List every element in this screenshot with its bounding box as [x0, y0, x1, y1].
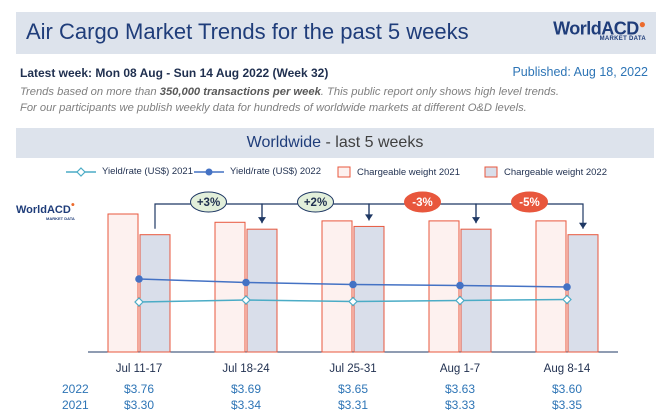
bar-weight-2021	[321, 220, 353, 353]
bar-weight-2022	[460, 228, 492, 353]
yield-2021-point	[455, 295, 465, 306]
bar-weight-2022	[139, 234, 171, 353]
change-badge	[297, 191, 334, 213]
yield-2021-value: $3.31	[337, 398, 369, 412]
section-subtitle: - last 5 weeks	[321, 134, 424, 151]
legend-weight-2021: Chargeable weight 2021	[337, 166, 460, 178]
description-line2: For our participants we publish weekly d…	[20, 102, 527, 114]
bar-weight-2021	[214, 221, 246, 353]
yield-2022-point	[349, 280, 357, 289]
yield-2021-point	[562, 294, 572, 305]
bar-weight-2022	[246, 228, 278, 353]
latest-week: Latest week: Mon 08 Aug - Sun 14 Aug 202…	[20, 66, 329, 80]
yield-2022-value: $3.76	[123, 382, 155, 396]
yield-2022-point	[456, 281, 464, 290]
legend-yield-2021: Yield/rate (US$) 2021	[66, 166, 193, 177]
bar-weight-2022	[353, 225, 385, 353]
legend-yield-2021-label: Yield/rate (US$) 2021	[102, 166, 194, 177]
section-title-bar: Worldwide - last 5 weeks	[16, 128, 654, 158]
x-tick-label: Aug 8-14	[544, 363, 591, 375]
yield-2021-point	[241, 295, 251, 305]
yield-2022-point	[242, 278, 250, 287]
yield-2021-value: $3.34	[230, 398, 262, 412]
header-bar: Air Cargo Market Trends for the past 5 w…	[16, 12, 656, 54]
legend-yield-2021-icon	[66, 166, 96, 177]
row-label-2022: 2022	[62, 382, 89, 396]
yield-2021-value: $3.35	[551, 398, 583, 412]
description: Trends based on more than 350,000 transa…	[20, 84, 660, 116]
logo-dot-icon: ●	[638, 17, 646, 31]
chart-area: Jul 11-17 Jul 18-24 Jul 25-31 Aug 1-7 Aug 8-…	[88, 191, 618, 375]
yield-2021-point	[134, 297, 144, 307]
bar-weight-2021	[107, 213, 139, 353]
change-badge	[404, 191, 441, 213]
section-title: Worldwide	[246, 134, 322, 151]
chart-logo: WorldACD● MARKET DATA	[16, 200, 75, 221]
yield-2021-point	[348, 296, 358, 307]
published-date: Published: Aug 18, 2022	[512, 65, 648, 79]
yield-2022-value: $3.65	[337, 382, 369, 396]
yield-2022-point	[563, 283, 571, 291]
x-tick-label: Aug 1-7	[440, 363, 480, 375]
change-arrow-icon	[579, 222, 587, 229]
description-part2: . This public report only shows high lev…	[320, 86, 559, 98]
x-tick-label: Jul 11-17	[116, 363, 162, 375]
chart-logo-text: WorldACD	[16, 204, 71, 216]
yield-2022-point	[135, 275, 143, 283]
yield-2021-value: $3.33	[444, 398, 476, 412]
change-badge-label: +2%	[304, 197, 327, 209]
yield-2022-value: $3.60	[551, 382, 583, 396]
change-badge	[190, 191, 227, 213]
legend-weight-2022-icon	[484, 166, 498, 178]
chart-logo-dot-icon: ●	[70, 201, 76, 209]
change-badge-label: +3%	[197, 197, 220, 209]
yield-2021-value: $3.30	[123, 398, 155, 412]
page-title: Air Cargo Market Trends for the past 5 w…	[26, 19, 469, 44]
legend-weight-2022-label: Chargeable weight 2022	[504, 166, 607, 178]
x-tick-label: Jul 18-24	[222, 363, 270, 375]
chart-logo-subtext: MARKET DATA	[46, 216, 75, 221]
yield-2022-value: $3.69	[230, 382, 262, 396]
legend-yield-2022-icon	[194, 168, 224, 175]
change-badge	[511, 191, 548, 213]
worldacd-logo: WorldACD● MARKET DATA	[553, 17, 646, 42]
legend-weight-2021-icon	[337, 166, 351, 178]
row-label-2021: 2021	[62, 398, 89, 412]
change-badge-label: -5%	[519, 197, 539, 209]
logo-text: WorldACD	[553, 18, 639, 39]
legend-weight-2022: Chargeable weight 2022	[484, 166, 607, 178]
legend-weight-2021-label: Chargeable weight 2021	[357, 166, 460, 178]
bar-weight-2022	[567, 234, 599, 353]
yield-2022-value: $3.63	[444, 382, 476, 396]
change-badge-label: -3%	[412, 197, 432, 209]
legend-yield-2022-label: Yield/rate (US$) 2022	[230, 166, 322, 177]
bar-weight-2021	[428, 220, 460, 353]
x-tick-label: Jul 25-31	[329, 363, 376, 375]
legend-yield-2022: Yield/rate (US$) 2022	[194, 166, 321, 177]
description-bold: 350,000 transactions per week	[159, 86, 321, 98]
description-part1: Trends based on more than	[20, 86, 160, 98]
logo-subtext: MARKET DATA	[599, 36, 646, 43]
